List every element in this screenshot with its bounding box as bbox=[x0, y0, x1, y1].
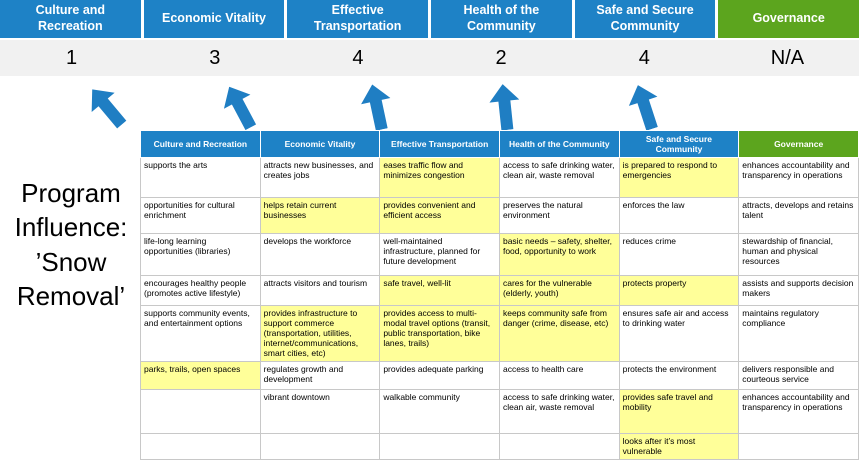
matrix-header: Economic Vitality bbox=[259, 130, 381, 158]
matrix-row: life-long learning opportunities (librar… bbox=[140, 233, 859, 276]
matrix-cell: well-maintained infrastructure, planned … bbox=[379, 233, 500, 276]
matrix-cell: supports the arts bbox=[140, 157, 261, 198]
priority-header-row: Culture and Recreation Economic Vitality E… bbox=[0, 0, 859, 38]
matrix-header: Culture and Recreation bbox=[140, 130, 261, 158]
up-arrow-icon bbox=[624, 80, 667, 133]
matrix-cell: protects the environment bbox=[618, 361, 740, 390]
matrix-row: supports the arts attracts new businesses… bbox=[140, 157, 859, 198]
matrix-cell: provides access to multi-modal travel op… bbox=[379, 305, 500, 362]
score-value: N/A bbox=[770, 46, 805, 69]
matrix-cell: regulates growth and development bbox=[259, 361, 381, 390]
score-row: 1 3 4 2 4 N/A bbox=[0, 40, 859, 76]
matrix-cell: keeps community safe from danger (crime,… bbox=[498, 305, 620, 362]
matrix-cell: opportunities for cultural enrichment bbox=[140, 197, 261, 234]
matrix-cell: provides convenient and efficient access bbox=[379, 197, 500, 234]
matrix-cell: provides infrastructure to support comme… bbox=[259, 305, 381, 362]
matrix-cell: cares for the vulnerable (elderly, youth… bbox=[498, 275, 620, 306]
priority-box: Safe and Secure Community bbox=[574, 0, 716, 38]
up-arrow-icon bbox=[358, 81, 397, 132]
matrix-cell: reduces crime bbox=[618, 233, 740, 276]
matrix-row: opportunities for cultural enrichment hel… bbox=[140, 197, 859, 234]
score-value: 2 bbox=[495, 46, 507, 69]
matrix-cell bbox=[140, 389, 261, 434]
matrix-cell: encourages healthy people (promotes acti… bbox=[140, 275, 261, 306]
matrix-cell: life-long learning opportunities (librar… bbox=[140, 233, 261, 276]
priority-box: Economic Vitality bbox=[143, 0, 285, 38]
matrix-cell: attracts new businesses, and creates job… bbox=[259, 157, 381, 198]
matrix-cell: protects property bbox=[618, 275, 740, 306]
matrix-cell bbox=[738, 433, 859, 460]
matrix-cell bbox=[498, 433, 620, 460]
matrix-cell: eases traffic flow and minimizes congest… bbox=[379, 157, 500, 198]
matrix-cell bbox=[379, 433, 500, 460]
score-value: 1 bbox=[66, 46, 78, 69]
matrix-cell: preserves the natural environment bbox=[498, 197, 620, 234]
matrix-cell: delivers responsible and courteous servi… bbox=[738, 361, 859, 390]
matrix-header: Health of the Community bbox=[498, 130, 620, 158]
priority-box: Health of the Community bbox=[431, 0, 572, 38]
matrix-cell: parks, trails, open spaces bbox=[140, 361, 261, 390]
matrix-header: Safe and Secure Community bbox=[618, 130, 740, 158]
matrix-cell bbox=[259, 433, 381, 460]
matrix-cell: provides safe travel and mobility bbox=[618, 389, 740, 434]
matrix-cell: ensures safe air and access to drinking … bbox=[618, 305, 740, 362]
matrix-cell: maintains regulatory compliance bbox=[738, 305, 859, 362]
matrix-cell: enforces the law bbox=[618, 197, 740, 234]
matrix-cell: looks after it’s most vulnerable bbox=[618, 433, 740, 460]
matrix-row: supports community events, and entertain… bbox=[140, 305, 859, 362]
matrix-cell: vibrant downtown bbox=[259, 389, 381, 434]
matrix-cell: enhances accountability and transparency… bbox=[738, 389, 859, 434]
score-value: 4 bbox=[638, 46, 650, 69]
matrix-row: vibrant downtown walkable community access… bbox=[140, 389, 859, 434]
matrix-row: looks after it’s most vulnerable bbox=[140, 433, 859, 460]
matrix-cell: provides adequate parking bbox=[379, 361, 500, 390]
matrix-header: Effective Transportation bbox=[379, 130, 500, 158]
matrix-cell: develops the workforce bbox=[259, 233, 381, 276]
matrix-row: encourages healthy people (promotes acti… bbox=[140, 275, 859, 306]
matrix-cell: basic needs – safety, shelter, food, opp… bbox=[498, 233, 620, 276]
matrix-cell: assists and supports decision makers bbox=[738, 275, 859, 306]
priority-box: Effective Transportation bbox=[287, 0, 429, 38]
up-arrow-icon bbox=[81, 80, 134, 135]
matrix-cell: is prepared to respond to emergencies bbox=[618, 157, 740, 198]
matrix-cell: attracts, develops and retains talent bbox=[738, 197, 859, 234]
matrix-row: parks, trails, open spaces regulates grow… bbox=[140, 361, 859, 390]
matrix-header: Governance bbox=[738, 130, 859, 158]
matrix-header-row: Culture and Recreation Economic Vitality E… bbox=[140, 130, 859, 158]
up-arrow-icon bbox=[488, 83, 523, 132]
matrix-cell: supports community events, and entertain… bbox=[140, 305, 261, 362]
score-value: 4 bbox=[352, 46, 364, 69]
matrix-cell: stewardship of financial, human and phys… bbox=[738, 233, 859, 276]
up-arrow-icon bbox=[216, 80, 264, 135]
matrix-cell: safe travel, well-lit bbox=[379, 275, 500, 306]
matrix-cell: walkable community bbox=[379, 389, 500, 434]
priority-box: Governance bbox=[718, 0, 859, 38]
matrix-cell: helps retain current businesses bbox=[259, 197, 381, 234]
matrix-cell: attracts visitors and tourism bbox=[259, 275, 381, 306]
influence-matrix: Culture and Recreation Economic Vitality E… bbox=[140, 130, 859, 460]
priority-box: Culture and Recreation bbox=[0, 0, 141, 38]
matrix-cell: access to safe drinking water, clean air… bbox=[498, 389, 620, 434]
score-value: 3 bbox=[209, 46, 221, 69]
matrix-cell: access to health care bbox=[498, 361, 620, 390]
matrix-cell: access to safe drinking water, clean air… bbox=[498, 157, 620, 198]
matrix-cell: enhances accountability and transparency… bbox=[738, 157, 859, 198]
page-title: Program Influence: ’Snow Removal’ bbox=[14, 178, 128, 311]
matrix-cell bbox=[140, 433, 261, 460]
